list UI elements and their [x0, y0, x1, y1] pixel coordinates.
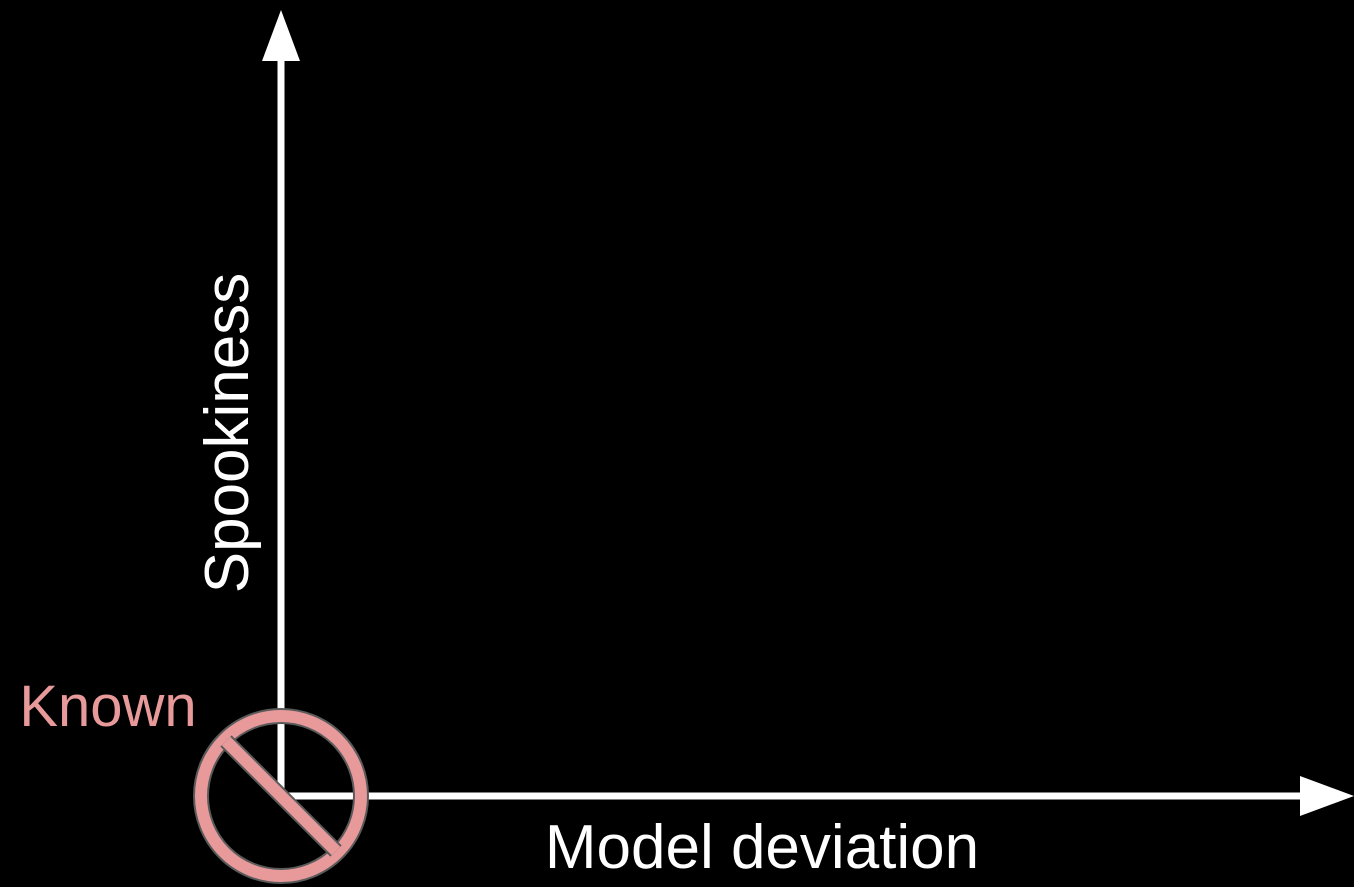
- y-axis-arrow: [262, 10, 300, 61]
- x-axis-label: Model deviation: [545, 813, 979, 882]
- origin-label: Known: [19, 674, 196, 739]
- no-symbol: [193, 708, 369, 884]
- y-axis-label: Spookiness: [193, 273, 262, 594]
- slash: [221, 736, 341, 856]
- ring: [195, 710, 367, 882]
- x-axis-arrow: [1300, 776, 1354, 816]
